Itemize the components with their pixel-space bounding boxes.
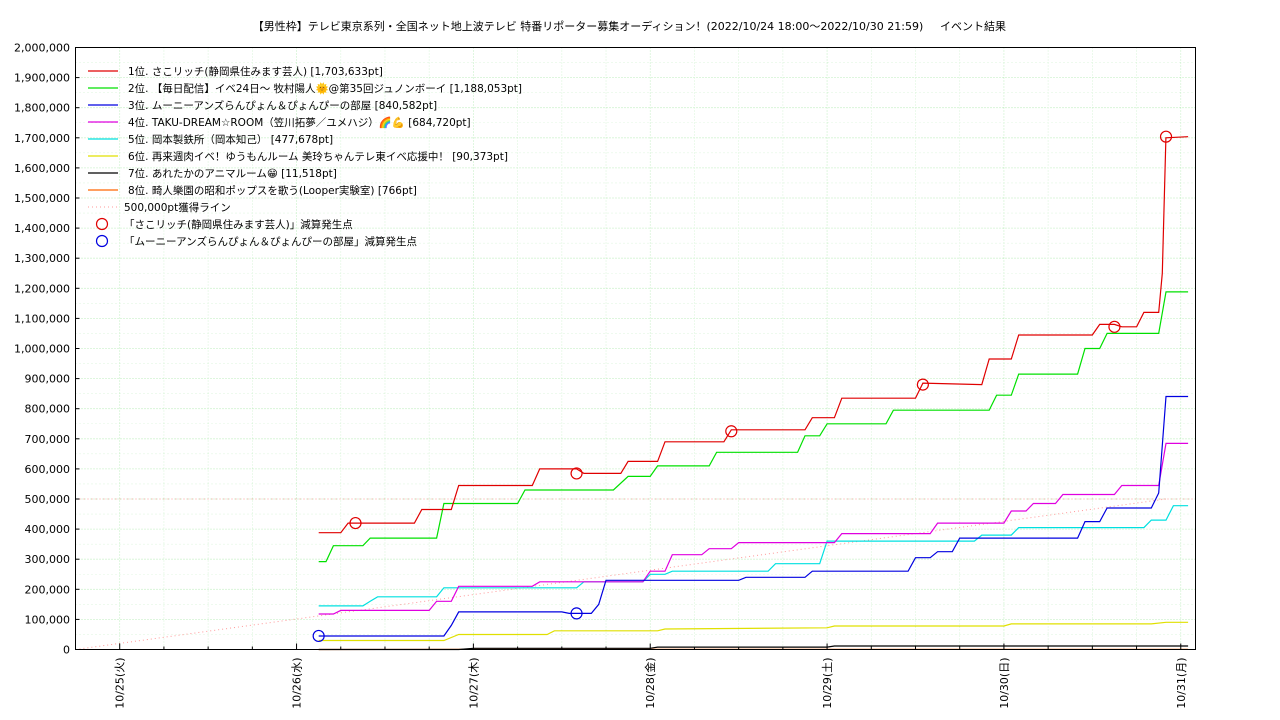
y-tick-label: 1,600,000 <box>14 162 70 175</box>
legend-entry: 2位. 【毎日配信】イベ24日〜 牧村陽人🌞@第35回ジュノンボーイ [1,18… <box>128 82 522 95</box>
legend-entry: 500,000pt獲得ライン <box>124 201 231 214</box>
series-line <box>318 621 1189 642</box>
series-line <box>318 395 1189 637</box>
axes: 0 100,000 200,000 300,000 400,000 500,000 600,… <box>14 42 1188 709</box>
reference-line-500k <box>75 498 1166 650</box>
series-line <box>318 136 1189 534</box>
deduction-marker <box>1159 130 1173 143</box>
y-tick-label: 1,700,000 <box>14 132 70 145</box>
y-tick-label: 500,000 <box>25 493 71 506</box>
legend-entry: 1位. さこリッチ(静岡県住みます芸人) [1,703,633pt] <box>128 65 383 78</box>
series-line <box>318 291 1189 563</box>
y-tick-label: 600,000 <box>25 463 71 476</box>
legend-entry: 6位. 再来週肉イベ！ゆうもんルーム 美玲ちゃんテレ東イベ応援中！ [90,37… <box>128 150 508 163</box>
y-tick-label: 1,400,000 <box>14 222 70 235</box>
series-line <box>318 442 1189 615</box>
x-tick-label: 10/31(月) <box>1175 658 1188 709</box>
y-tick-label: 1,100,000 <box>14 312 70 325</box>
deduction-marker <box>570 607 583 620</box>
legend: 1位. さこリッチ(静岡県住みます芸人) [1,703,633pt] 2位. 【毎… <box>88 65 522 248</box>
legend-entry: 5位. 岡本製鉄所（岡本知己） [477,678pt] <box>128 133 333 146</box>
y-tick-label: 1,800,000 <box>14 102 70 115</box>
deduction-marker <box>312 629 325 643</box>
markers <box>312 130 1173 643</box>
series-line <box>318 505 1189 607</box>
reference-line <box>75 498 1196 650</box>
y-tick-label: 300,000 <box>25 553 71 566</box>
x-tick-label: 10/26(水) <box>291 658 304 709</box>
x-tick-label: 10/30(日) <box>998 658 1011 709</box>
chart-title: 【男性枠】テレビ東京系列・全国ネット地上波テレビ 特番リポーター募集オーディショ… <box>253 19 924 33</box>
legend-entry: 「ムーニーアンズらんぴょん＆ぴょんぴーの部屋」減算発生点 <box>124 235 417 248</box>
x-tick-label: 10/27(木) <box>467 658 480 709</box>
y-tick-label: 400,000 <box>25 523 71 536</box>
y-tick-label: 1,900,000 <box>14 72 70 85</box>
legend-entry: 3位. ムーニーアンズらんぴょん＆ぴょんぴーの部屋 [840,582pt] <box>128 99 437 112</box>
y-tick-label: 900,000 <box>25 373 71 386</box>
legend-entry: 4位. TAKU-DREAM☆ROOM（笠川拓夢／ユメハジ）🌈💪 [684,72… <box>128 116 471 129</box>
x-tick-label: 10/29(土) <box>821 658 834 709</box>
legend-marker <box>95 234 109 248</box>
legend-entry: 8位. 畸人樂園の昭和ポップスを歌う(Looper実験室) [766pt] <box>128 184 417 197</box>
deduction-marker <box>570 467 583 480</box>
grid <box>75 47 1196 650</box>
y-tick-label: 1,200,000 <box>14 282 70 295</box>
chart-subtitle: イベント結果 <box>940 19 1006 33</box>
legend-marker <box>95 217 109 231</box>
deduction-marker <box>1108 320 1121 333</box>
series-lines <box>318 136 1189 651</box>
deduction-marker <box>725 425 738 438</box>
y-tick-label: 1,000,000 <box>14 343 70 356</box>
x-tick-label: 10/25(火) <box>114 658 127 709</box>
y-tick-label: 1,500,000 <box>14 192 70 205</box>
y-tick-label: 2,000,000 <box>14 42 70 55</box>
y-tick-label: 0 <box>63 644 70 657</box>
x-tick-label: 10/28(金) <box>643 658 657 709</box>
y-tick-label: 800,000 <box>25 403 71 416</box>
y-tick-label: 1,300,000 <box>14 252 70 265</box>
y-tick-label: 100,000 <box>25 613 71 626</box>
y-tick-label: 700,000 <box>25 433 71 446</box>
legend-entry: 7位. あれたかのアニマルーム😁 [11,518pt] <box>128 167 337 180</box>
legend-entry: 「さこリッチ(静岡県住みます芸人)」減算発生点 <box>124 218 353 231</box>
deduction-marker <box>349 516 362 530</box>
deduction-marker <box>916 378 929 391</box>
y-tick-label: 200,000 <box>25 583 71 596</box>
